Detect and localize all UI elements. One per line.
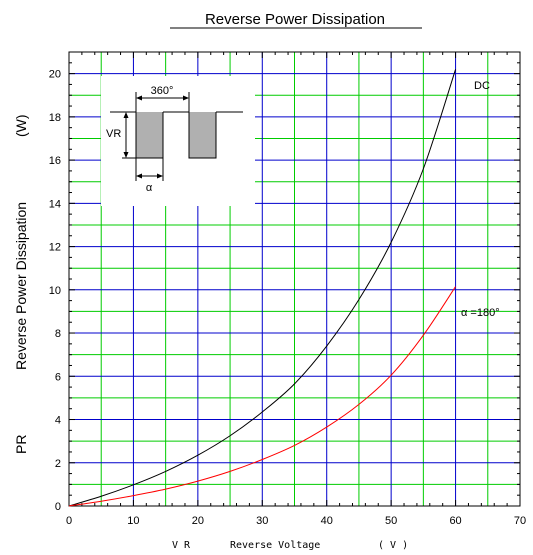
y-tick-label-2: 2 (55, 458, 61, 470)
inset-period-arrowhead-left (136, 95, 142, 101)
x-tick-label-50: 50 (385, 515, 397, 527)
y-axis-label: PR Reverse Power Dissipation (W) (13, 114, 29, 454)
inset-pulse-1 (136, 112, 163, 158)
y-tick-label-14: 14 (49, 198, 61, 210)
y-tick-labels: 0 2 4 6 8 10 12 14 16 18 20 (49, 69, 61, 513)
inset-pulse-2-outline (188, 112, 217, 159)
y-tick-label-20: 20 (49, 69, 61, 81)
inset-pulse-1-outline (135, 112, 164, 159)
axis-ticks (68, 51, 521, 507)
y-tick-label-6: 6 (55, 371, 61, 383)
series-label-dc: DC (474, 80, 490, 92)
minor-grid (69, 52, 520, 506)
y-tick-label-0: 0 (55, 501, 61, 513)
y-tick-label-18: 18 (49, 112, 61, 124)
y-tick-label-8: 8 (55, 328, 61, 340)
x-tick-label-70: 70 (514, 515, 526, 527)
inset-panel (101, 76, 255, 206)
x-tick-label-0: 0 (66, 515, 72, 527)
inset-width-arrowhead-right (157, 173, 163, 179)
x-tick-label-40: 40 (321, 515, 333, 527)
x-tick-label-20: 20 (192, 515, 204, 527)
inset-width-arrowhead-left (136, 173, 142, 179)
chart-title: Reverse Power Dissipation (205, 11, 385, 28)
x-axis-label-text: Reverse Voltage (230, 540, 320, 551)
y-axis-label-unit: (W) (13, 114, 29, 137)
x-tick-label-60: 60 (449, 515, 461, 527)
y-tick-label-4: 4 (55, 415, 61, 427)
y-tick-label-10: 10 (49, 285, 61, 297)
x-tick-label-10: 10 (127, 515, 139, 527)
y-tick-label-16: 16 (49, 155, 61, 167)
y-axis-label-text: Reverse Power Dissipation (13, 202, 29, 370)
y-tick-label-12: 12 (49, 242, 61, 254)
series-line-alpha-180 (68, 286, 456, 507)
series-label-alpha-180: α =180° (461, 307, 500, 319)
x-axis-label: V R Reverse Voltage ( V ) (172, 540, 408, 551)
inset-period-arrowhead-right (183, 95, 189, 101)
x-tick-label-30: 30 (256, 515, 268, 527)
series-line-dc (68, 69, 457, 507)
inset-amplitude-arrowhead-bottom (123, 152, 129, 158)
inset-pulse-2 (189, 112, 216, 158)
x-tick-labels: 0 10 20 30 40 50 60 70 (66, 515, 526, 527)
inset-width-label: α (146, 182, 153, 194)
series-layer (68, 69, 457, 507)
inset-period-label: 360° (151, 85, 174, 97)
inset-amplitude-label: VR (106, 128, 121, 140)
inset-amplitude-arrowhead-top (123, 112, 129, 118)
y-axis-label-prefix: PR (13, 435, 29, 454)
inset-waveform-diagram: 360° VR α (106, 85, 243, 194)
x-axis-label-unit: ( V ) (378, 540, 408, 551)
x-axis-label-prefix: V R (172, 540, 191, 551)
